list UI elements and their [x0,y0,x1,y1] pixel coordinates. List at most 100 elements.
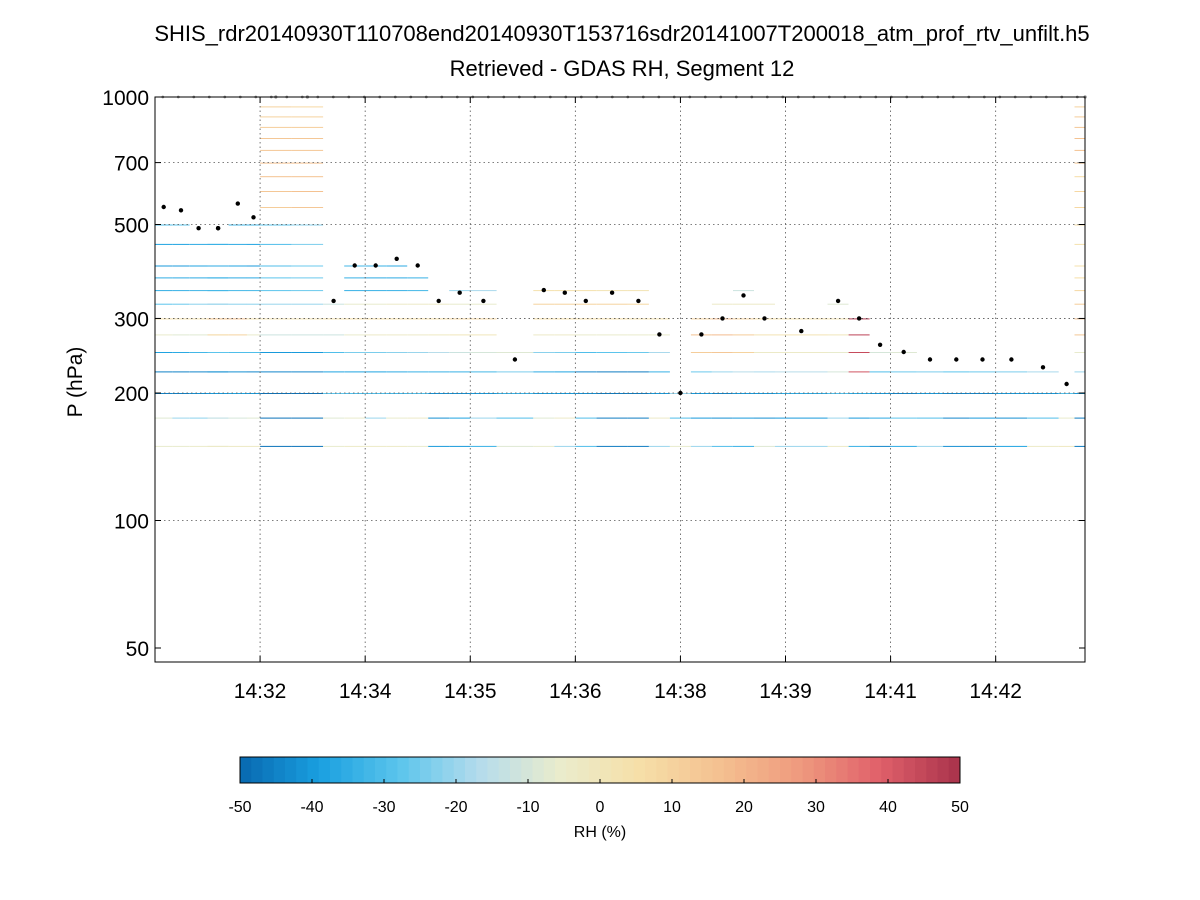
heatmap-cell [291,106,324,108]
surface-marker [1064,381,1069,387]
colorbar-segment [791,757,803,783]
colorbar-segment [588,757,601,783]
heatmap-cell [155,352,173,353]
heatmap-cell [323,417,345,419]
heatmap-cell [575,352,597,353]
heatmap-cell [155,277,173,279]
heatmap-cell [711,352,733,353]
heatmap-cell [407,277,429,279]
surface-marker [699,332,704,337]
heatmap-cell [1027,371,1059,373]
heatmap-cell [848,371,870,373]
heatmap-cell [754,393,775,394]
heatmap-cell [323,303,345,305]
heatmap-cell [344,290,366,292]
surface-marker [762,316,767,321]
heatmap-cell [733,318,754,320]
heatmap-cell [596,352,628,353]
heatmap-cell [754,352,775,353]
heatmap-cell [386,277,408,279]
heatmap-cell [1027,417,1059,419]
heatmap-cell [155,318,173,320]
heatmap-cell [1074,417,1085,419]
heatmap-cell [291,303,324,305]
colorbar-segment [420,757,432,783]
heatmap-cell [172,303,190,305]
heatmap-cell [260,116,292,118]
heatmap-cell [260,371,292,373]
heatmap-cell [690,417,712,419]
heatmap-cell [246,352,260,353]
heatmap-cell [596,318,628,320]
colorbar-segment [892,757,905,783]
colorbar-segment [431,757,443,783]
heatmap-cell [627,303,649,305]
heatmap-cell [449,371,471,373]
heatmap-cell [943,393,970,394]
colorbar-segment [442,757,455,783]
colorbar-segment [622,757,635,783]
surface-marker [835,298,841,304]
heatmap-cell [627,445,649,447]
x-tick-label: 14:35 [444,680,497,703]
colorbar-segment [678,757,691,783]
heatmap-cell [189,393,208,394]
heatmap-cell [155,224,173,226]
colorbar-tick-label: 50 [951,799,969,816]
heatmap-cell [690,352,712,353]
colorbar-segment [240,757,252,783]
heatmap-cell [733,290,754,292]
heatmap-cell [246,393,260,394]
colorbar-segment [847,757,860,783]
heatmap-cell [228,265,247,267]
heatmap-cell [344,352,366,353]
colorbar-segment [712,757,725,783]
heatmap-cell [207,318,229,320]
heatmap-cell [428,393,450,394]
colorbar-segment [363,757,376,783]
surface-marker [980,357,985,362]
heatmap-cell [449,318,471,320]
heatmap-cell [496,445,534,447]
heatmap-cell [827,352,849,353]
heatmap-cell [554,393,576,394]
colorbar-tick-label: 20 [735,799,753,816]
surface-marker [436,298,441,304]
heatmap-cell [496,417,534,419]
heatmap-cell [995,393,1028,394]
colorbar-segment [858,757,871,783]
heatmap-cell [260,176,292,178]
heatmap-cell [1027,393,1059,394]
heatmap-cell [890,371,917,373]
heatmap-cell [172,445,190,447]
heatmap-cell [533,318,555,320]
colorbar-segment [735,757,747,783]
heatmap-cell [407,303,429,305]
surface-marker [352,263,357,268]
heatmap-cell [575,417,597,419]
heatmap-cell [596,417,628,419]
heatmap-cell [775,371,828,373]
heatmap-cell [648,318,670,320]
heatmap-cell [260,106,292,108]
heatmap-cell [386,352,408,353]
heatmap-cell [943,417,970,419]
y-tick-label: 500 [114,214,149,237]
heatmap-cell [733,303,754,305]
heatmap-cell [428,318,450,320]
heatmap-cell [1074,224,1085,226]
heatmap-cell [172,318,190,320]
chart-subtitle: Retrieved - GDAS RH, Segment 12 [449,56,795,81]
heatmap-cell [207,243,229,245]
heatmap-cell [386,334,408,336]
heatmap-cell [627,352,649,353]
heatmap-cell [260,162,292,164]
heatmap-cell [344,334,366,336]
heatmap-cell [575,334,597,336]
heatmap-cell [890,393,917,394]
y-axis-title: P (hPa) [64,347,87,418]
heatmap-cell [172,352,190,353]
surface-marker [373,263,378,268]
heatmap-cell [711,393,733,394]
heatmap-cell [690,318,712,320]
